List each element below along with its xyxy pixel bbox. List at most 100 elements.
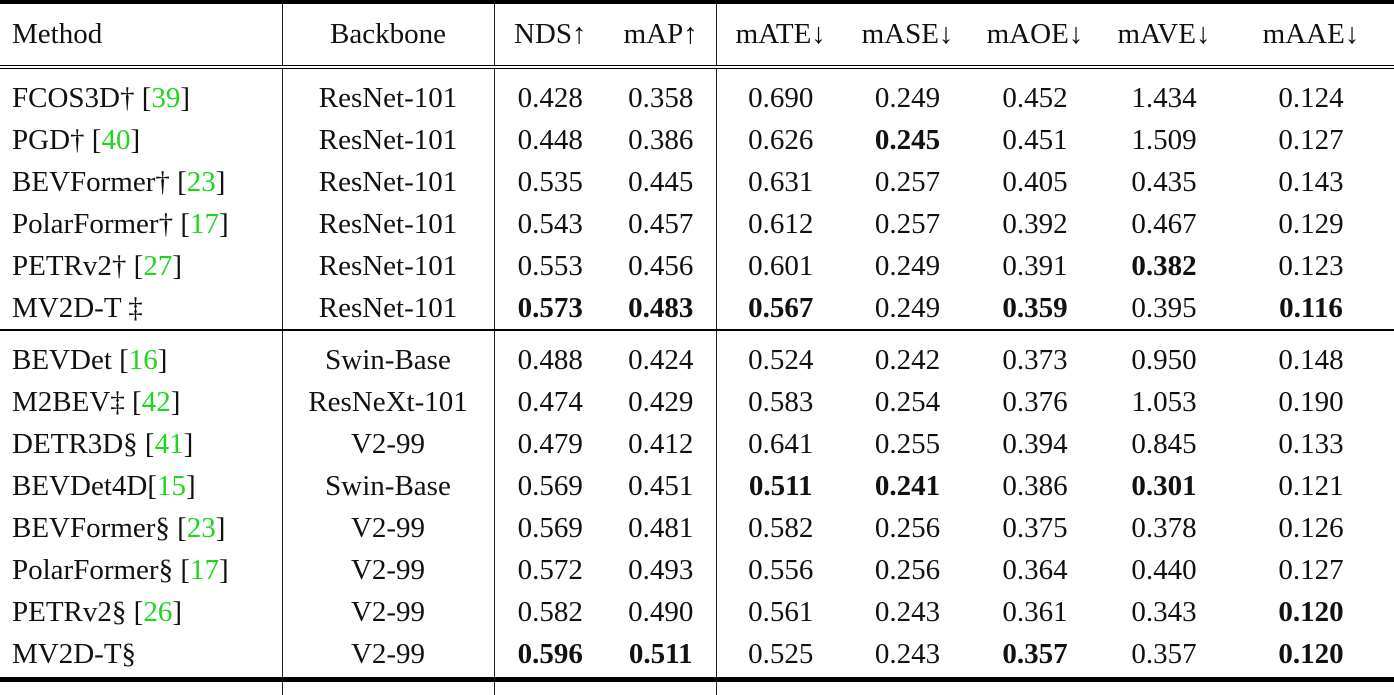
table-row: MV2D-T ‡ ResNet-101 0.573 0.483 0.567 0.249 0.…	[0, 287, 1394, 330]
map-cell: 0.451	[628, 469, 694, 502]
mave-cell: 0.395	[1131, 291, 1197, 324]
method-name: MV2D-T ‡	[12, 291, 143, 324]
maae-cell: 0.116	[1279, 291, 1343, 324]
map-cell: 0.386	[628, 123, 694, 156]
backbone-cell: V2-99	[281, 507, 494, 549]
mave-cell: 1.053	[1131, 385, 1197, 418]
table-row: PolarFormer§ [17] V2-99 0.572 0.493 0.556 0.2…	[0, 549, 1394, 591]
method-cell: M2BEV‡ [42]	[12, 385, 181, 418]
citation-link[interactable]: 23	[186, 511, 216, 544]
mave-cell: 1.434	[1131, 81, 1197, 114]
maae-cell: 0.120	[1278, 595, 1344, 628]
maoe-cell: 0.391	[1002, 249, 1068, 282]
method-cell: PolarFormer† [17]	[12, 207, 229, 240]
table-row: PETRv2† [27] ResNet-101 0.553 0.456 0.601 0.2…	[0, 245, 1394, 287]
mase-cell: 0.249	[874, 249, 941, 282]
maae-cell: 0.127	[1278, 553, 1344, 586]
citation-link[interactable]: 42	[141, 385, 171, 418]
mase-cell: 0.254	[874, 385, 941, 418]
nds-cell: 0.448	[493, 119, 606, 161]
maae-cell: 0.126	[1278, 511, 1344, 544]
mase-cell: 0.257	[874, 165, 941, 198]
method-name: PolarFormer§	[12, 553, 174, 586]
maoe-cell: 0.359	[1002, 291, 1068, 324]
citation-link[interactable]: 27	[143, 249, 173, 282]
mave-cell: 0.382	[1131, 249, 1197, 282]
map-cell: 0.424	[628, 343, 694, 376]
mase-cell: 0.249	[874, 291, 941, 324]
maae-cell: 0.129	[1278, 207, 1344, 240]
citation-link[interactable]: 17	[190, 207, 220, 240]
nds-cell: 0.535	[493, 161, 606, 203]
citation-link[interactable]: 17	[190, 553, 220, 586]
bottom-rule	[0, 677, 1394, 682]
citation-link[interactable]: 41	[154, 427, 184, 460]
nds-cell: 0.543	[493, 203, 606, 245]
citation-link[interactable]: 16	[128, 343, 158, 376]
method-cell: MV2D-T§	[0, 633, 282, 675]
table-row: M2BEV‡ [42] ResNeXt-101 0.474 0.429 0.583 0.2…	[0, 381, 1394, 423]
method-cell: PETRv2† [27]	[12, 249, 182, 282]
mate-cell: 0.641	[715, 423, 845, 465]
spacer-cell	[0, 330, 282, 339]
table-row: FCOS3D† [39] ResNet-101 0.428 0.358 0.690 0.2…	[0, 77, 1394, 119]
backbone-cell: Swin-Base	[281, 465, 494, 507]
mase-cell: 0.249	[874, 81, 941, 114]
header-row: Method Backbone NDS↑ mAP↑ mATE↓ mASE↓ mA…	[0, 4, 1394, 67]
mate-cell: 0.556	[715, 549, 845, 591]
method-name: PolarFormer†	[12, 207, 174, 240]
map-cell: 0.457	[628, 207, 694, 240]
nds-cell: 0.573	[493, 287, 606, 330]
table-row: PolarFormer† [17] ResNet-101 0.543 0.457 0.6…	[0, 203, 1394, 245]
method-name: M2BEV‡	[12, 385, 125, 418]
spacer-cell	[1228, 67, 1394, 77]
method-cell: DETR3D§ [41]	[12, 427, 194, 460]
method-cell: PGD† [40]	[12, 123, 141, 156]
header-mate: mATE↓	[715, 4, 845, 67]
mase-cell: 0.242	[874, 343, 941, 376]
backbone-cell: V2-99	[281, 423, 494, 465]
maae-cell: 0.124	[1278, 81, 1344, 114]
spacer-cell	[715, 330, 845, 339]
citation-link[interactable]: 23	[186, 165, 216, 198]
table-row: BEVFormer† [23] ResNet-101 0.535 0.445 0.631…	[0, 161, 1394, 203]
method-cell: BEVDet4D[15]	[12, 469, 196, 502]
backbone-cell: Swin-Base	[281, 339, 494, 381]
spacer-cell	[1100, 330, 1228, 339]
backbone-cell: V2-99	[281, 549, 494, 591]
method-name: MV2D-T§	[12, 637, 137, 670]
citation-link[interactable]: 39	[151, 81, 181, 114]
backbone-cell: ResNet-101	[281, 161, 494, 203]
spacer-cell	[493, 330, 606, 339]
method-name: DETR3D§	[12, 427, 138, 460]
mate-cell: 0.524	[715, 339, 845, 381]
mase-cell: 0.243	[874, 637, 941, 670]
mave-cell: 0.845	[1131, 427, 1197, 460]
map-cell: 0.483	[628, 291, 694, 324]
nds-cell: 0.428	[493, 77, 606, 119]
backbone-cell: V2-99	[281, 633, 494, 675]
backbone-cell: ResNet-101	[281, 77, 494, 119]
maoe-cell: 0.376	[1002, 385, 1068, 418]
spacer-cell	[281, 67, 494, 77]
spacer	[0, 67, 1394, 77]
table-row: PGD† [40] ResNet-101 0.448 0.386 0.626 0.245 0…	[0, 119, 1394, 161]
maoe-cell: 0.451	[1002, 123, 1068, 156]
method-name: BEVFormer§	[12, 511, 170, 544]
mave-cell: 0.343	[1131, 595, 1197, 628]
table-row: BEVFormer§ [23] V2-99 0.569 0.481 0.582 0.256…	[0, 507, 1394, 549]
header-backbone: Backbone	[281, 4, 494, 67]
citation-link[interactable]: 40	[101, 123, 131, 156]
maae-cell: 0.120	[1278, 637, 1344, 670]
maoe-cell: 0.375	[1002, 511, 1068, 544]
maoe-cell: 0.373	[1002, 343, 1068, 376]
maae-cell: 0.127	[1278, 123, 1344, 156]
method-cell: BEVFormer† [23]	[12, 165, 226, 198]
maoe-cell: 0.405	[1002, 165, 1068, 198]
citation-link[interactable]: 26	[143, 595, 173, 628]
backbone-cell: V2-99	[281, 591, 494, 633]
method-name: PETRv2§	[12, 595, 127, 628]
citation-link[interactable]: 15	[157, 469, 186, 502]
mate-cell: 0.525	[715, 633, 845, 675]
nds-cell: 0.596	[493, 633, 606, 675]
